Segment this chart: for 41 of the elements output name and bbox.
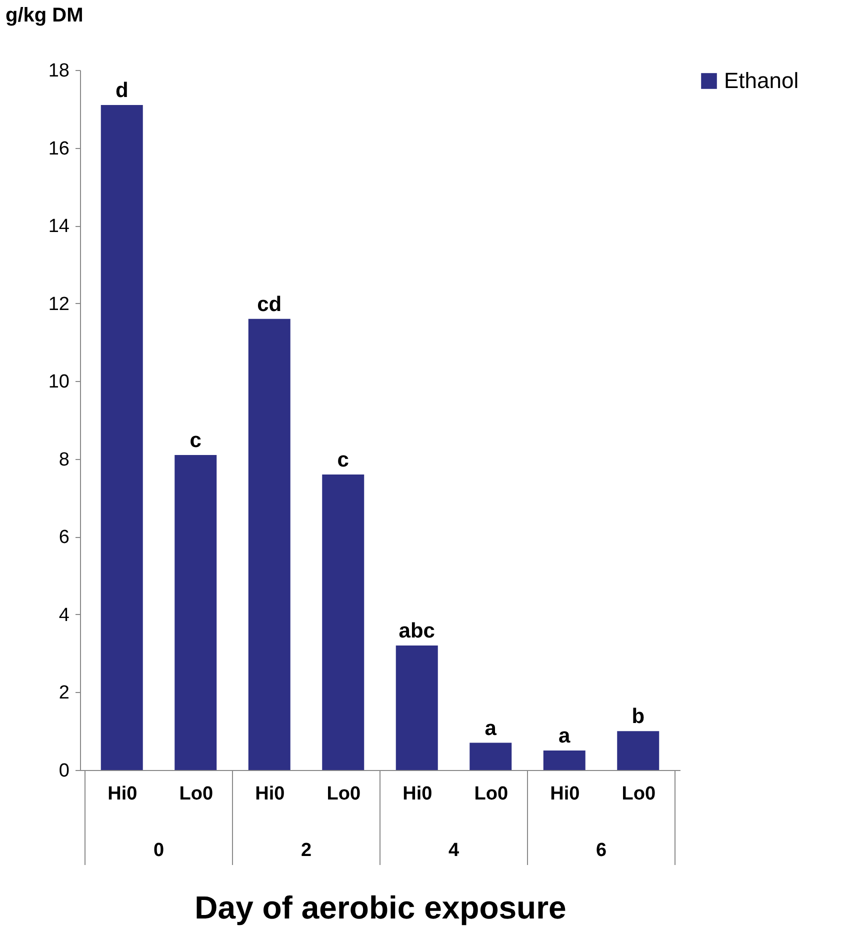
y-tick-label: 12 xyxy=(48,294,70,315)
data-label: abc xyxy=(398,620,436,643)
y-tick-label: 16 xyxy=(48,138,70,160)
data-label: a xyxy=(484,716,497,740)
x-tick-label: Hi0 xyxy=(402,784,432,804)
bar xyxy=(322,474,364,770)
text: 2 xyxy=(300,840,312,861)
data-label: c xyxy=(190,429,202,452)
y-axis-title: g/kg DM xyxy=(6,4,84,26)
bar xyxy=(248,318,290,770)
y-tick-label: 2 xyxy=(58,682,70,704)
x-tick-label: Hi0 xyxy=(255,784,285,804)
x-tick-label: Lo0 xyxy=(179,784,214,804)
text: 6 xyxy=(596,840,607,861)
data-label: cd xyxy=(257,292,282,316)
bar xyxy=(470,742,512,770)
y-tick-label: 8 xyxy=(58,449,70,470)
data-label: c xyxy=(337,448,350,472)
x-axis-title: Day of aerobic exposure xyxy=(194,890,566,926)
x-tick-label: Lo0 xyxy=(622,784,656,804)
text: 0 xyxy=(153,840,164,861)
bar xyxy=(396,646,438,770)
y-tick-label: 14 xyxy=(48,216,70,238)
bar xyxy=(617,731,660,770)
data-label: d xyxy=(115,79,128,102)
legend-label: Ethanol xyxy=(724,68,799,93)
x-tick-label: Lo0 xyxy=(326,784,361,804)
y-tick-label: 4 xyxy=(58,604,70,626)
y-tick-label: 18 xyxy=(48,60,70,82)
x-tick-label: Hi0 xyxy=(550,784,580,804)
y-tick-label: 10 xyxy=(48,372,70,393)
y-tick-label: 6 xyxy=(58,527,70,548)
x-tick-label: Hi0 xyxy=(108,784,138,804)
data-label: b xyxy=(632,705,645,728)
y-tick-label: 0 xyxy=(58,760,70,782)
bar xyxy=(100,105,143,770)
x-tick-label: Lo0 xyxy=(474,784,508,804)
bar xyxy=(174,455,217,770)
text: 4 xyxy=(448,840,460,861)
bar xyxy=(543,750,586,770)
data-label: a xyxy=(558,724,571,748)
